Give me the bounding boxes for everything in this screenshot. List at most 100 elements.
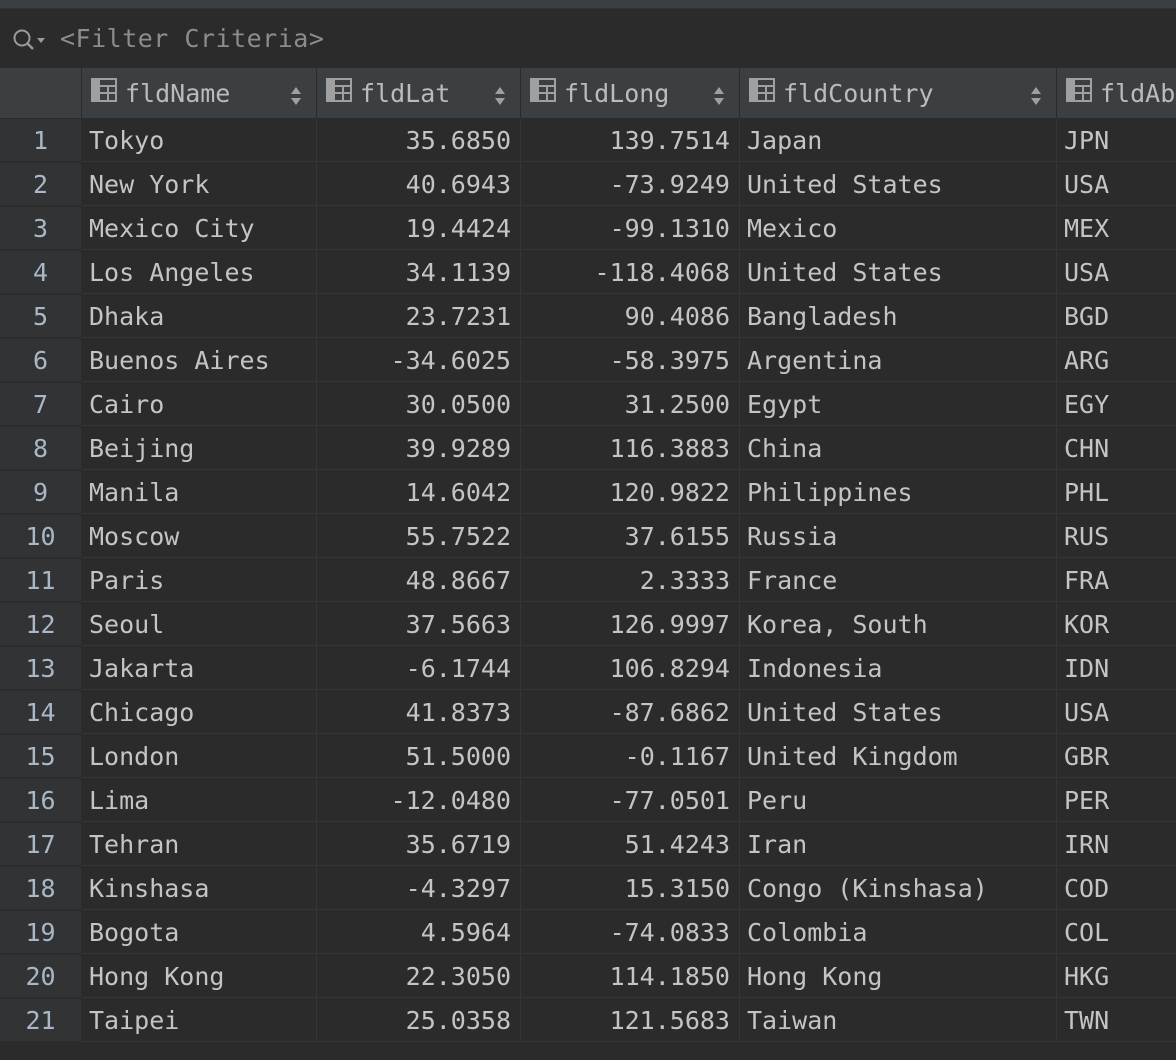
table-row[interactable]: 21 Taipei 25.0358 121.5683 Taiwan TWN: [0, 999, 1176, 1043]
cell-name[interactable]: Kinshasa: [82, 867, 317, 910]
table-row[interactable]: 12 Seoul 37.5663 126.9997 Korea, South KOR: [0, 603, 1176, 647]
row-number[interactable]: 15: [0, 735, 82, 778]
cell-lat[interactable]: 51.5000: [317, 735, 521, 778]
table-row[interactable]: 15 London 51.5000 -0.1167 United Kingdom GBR: [0, 735, 1176, 779]
sort-arrows-icon[interactable]: [494, 83, 506, 112]
cell-name[interactable]: Moscow: [82, 515, 317, 558]
table-row[interactable]: 17 Tehran 35.6719 51.4243 Iran IRN: [0, 823, 1176, 867]
cell-name[interactable]: Manila: [82, 471, 317, 514]
cell-lat[interactable]: 14.6042: [317, 471, 521, 514]
cell-name[interactable]: Hong Kong: [82, 955, 317, 998]
table-row[interactable]: 8 Beijing 39.9289 116.3883 China CHN: [0, 427, 1176, 471]
cell-long[interactable]: 2.3333: [521, 559, 740, 602]
row-number[interactable]: 18: [0, 867, 82, 910]
cell-ab[interactable]: RUS: [1057, 515, 1176, 558]
cell-country[interactable]: Indonesia: [740, 647, 1057, 690]
table-row[interactable]: 2 New York 40.6943 -73.9249 United States USA: [0, 163, 1176, 207]
cell-long[interactable]: 31.2500: [521, 383, 740, 426]
cell-country[interactable]: United States: [740, 691, 1057, 734]
cell-long[interactable]: -118.4068: [521, 251, 740, 294]
cell-name[interactable]: Mexico City: [82, 207, 317, 250]
cell-ab[interactable]: MEX: [1057, 207, 1176, 250]
cell-lat[interactable]: 25.0358: [317, 999, 521, 1042]
row-number[interactable]: 5: [0, 295, 82, 338]
table-row[interactable]: 3 Mexico City 19.4424 -99.1310 Mexico MEX: [0, 207, 1176, 251]
cell-lat[interactable]: 37.5663: [317, 603, 521, 646]
cell-long[interactable]: 120.9822: [521, 471, 740, 514]
cell-long[interactable]: 116.3883: [521, 427, 740, 470]
cell-country[interactable]: Peru: [740, 779, 1057, 822]
table-row[interactable]: 5 Dhaka 23.7231 90.4086 Bangladesh BGD: [0, 295, 1176, 339]
cell-country[interactable]: Hong Kong: [740, 955, 1057, 998]
cell-long[interactable]: 15.3150: [521, 867, 740, 910]
cell-lat[interactable]: 40.6943: [317, 163, 521, 206]
table-row[interactable]: 6 Buenos Aires -34.6025 -58.3975 Argentina AR…: [0, 339, 1176, 383]
row-number[interactable]: 11: [0, 559, 82, 602]
search-filter-icon[interactable]: [12, 24, 56, 54]
column-header-ab[interactable]: fldAb: [1057, 68, 1176, 118]
cell-lat[interactable]: 22.3050: [317, 955, 521, 998]
row-number[interactable]: 21: [0, 999, 82, 1042]
row-number[interactable]: 4: [0, 251, 82, 294]
cell-long[interactable]: 121.5683: [521, 999, 740, 1042]
table-row[interactable]: 14 Chicago 41.8373 -87.6862 United States USA: [0, 691, 1176, 735]
cell-long[interactable]: 114.1850: [521, 955, 740, 998]
cell-ab[interactable]: TWN: [1057, 999, 1176, 1042]
cell-name[interactable]: Cairo: [82, 383, 317, 426]
cell-ab[interactable]: CHN: [1057, 427, 1176, 470]
cell-country[interactable]: Mexico: [740, 207, 1057, 250]
cell-long[interactable]: -58.3975: [521, 339, 740, 382]
cell-name[interactable]: Buenos Aires: [82, 339, 317, 382]
cell-lat[interactable]: 55.7522: [317, 515, 521, 558]
row-number[interactable]: 17: [0, 823, 82, 866]
cell-name[interactable]: Los Angeles: [82, 251, 317, 294]
cell-lat[interactable]: -6.1744: [317, 647, 521, 690]
table-row[interactable]: 16 Lima -12.0480 -77.0501 Peru PER: [0, 779, 1176, 823]
cell-name[interactable]: Paris: [82, 559, 317, 602]
cell-country[interactable]: Russia: [740, 515, 1057, 558]
cell-ab[interactable]: USA: [1057, 691, 1176, 734]
cell-country[interactable]: Egypt: [740, 383, 1057, 426]
cell-country[interactable]: United States: [740, 251, 1057, 294]
cell-long[interactable]: -87.6862: [521, 691, 740, 734]
cell-long[interactable]: -74.0833: [521, 911, 740, 954]
sort-arrows-icon[interactable]: [1030, 83, 1042, 112]
row-number[interactable]: 3: [0, 207, 82, 250]
table-row[interactable]: 9 Manila 14.6042 120.9822 Philippines PHL: [0, 471, 1176, 515]
column-header-lat[interactable]: fldLat: [317, 68, 521, 118]
row-number[interactable]: 7: [0, 383, 82, 426]
cell-long[interactable]: -73.9249: [521, 163, 740, 206]
row-number[interactable]: 20: [0, 955, 82, 998]
sort-arrows-icon[interactable]: [290, 83, 302, 112]
cell-ab[interactable]: KOR: [1057, 603, 1176, 646]
cell-name[interactable]: Lima: [82, 779, 317, 822]
cell-name[interactable]: Tehran: [82, 823, 317, 866]
row-number[interactable]: 1: [0, 119, 82, 162]
row-number[interactable]: 10: [0, 515, 82, 558]
cell-name[interactable]: Taipei: [82, 999, 317, 1042]
table-row[interactable]: 20 Hong Kong 22.3050 114.1850 Hong Kong HKG: [0, 955, 1176, 999]
table-row[interactable]: 19 Bogota 4.5964 -74.0833 Colombia COL: [0, 911, 1176, 955]
table-row[interactable]: 18 Kinshasa -4.3297 15.3150 Congo (Kinshasa)…: [0, 867, 1176, 911]
cell-country[interactable]: Bangladesh: [740, 295, 1057, 338]
cell-country[interactable]: Japan: [740, 119, 1057, 162]
cell-name[interactable]: Jakarta: [82, 647, 317, 690]
table-row[interactable]: 7 Cairo 30.0500 31.2500 Egypt EGY: [0, 383, 1176, 427]
cell-country[interactable]: Taiwan: [740, 999, 1057, 1042]
table-row[interactable]: 4 Los Angeles 34.1139 -118.4068 United State…: [0, 251, 1176, 295]
cell-long[interactable]: -99.1310: [521, 207, 740, 250]
cell-long[interactable]: 106.8294: [521, 647, 740, 690]
cell-long[interactable]: 37.6155: [521, 515, 740, 558]
row-number[interactable]: 6: [0, 339, 82, 382]
cell-name[interactable]: Tokyo: [82, 119, 317, 162]
cell-ab[interactable]: BGD: [1057, 295, 1176, 338]
cell-ab[interactable]: FRA: [1057, 559, 1176, 602]
cell-ab[interactable]: PER: [1057, 779, 1176, 822]
column-header-country[interactable]: fldCountry: [740, 68, 1057, 118]
cell-name[interactable]: Dhaka: [82, 295, 317, 338]
cell-ab[interactable]: JPN: [1057, 119, 1176, 162]
cell-lat[interactable]: 48.8667: [317, 559, 521, 602]
cell-name[interactable]: Bogota: [82, 911, 317, 954]
cell-ab[interactable]: GBR: [1057, 735, 1176, 778]
cell-lat[interactable]: 19.4424: [317, 207, 521, 250]
